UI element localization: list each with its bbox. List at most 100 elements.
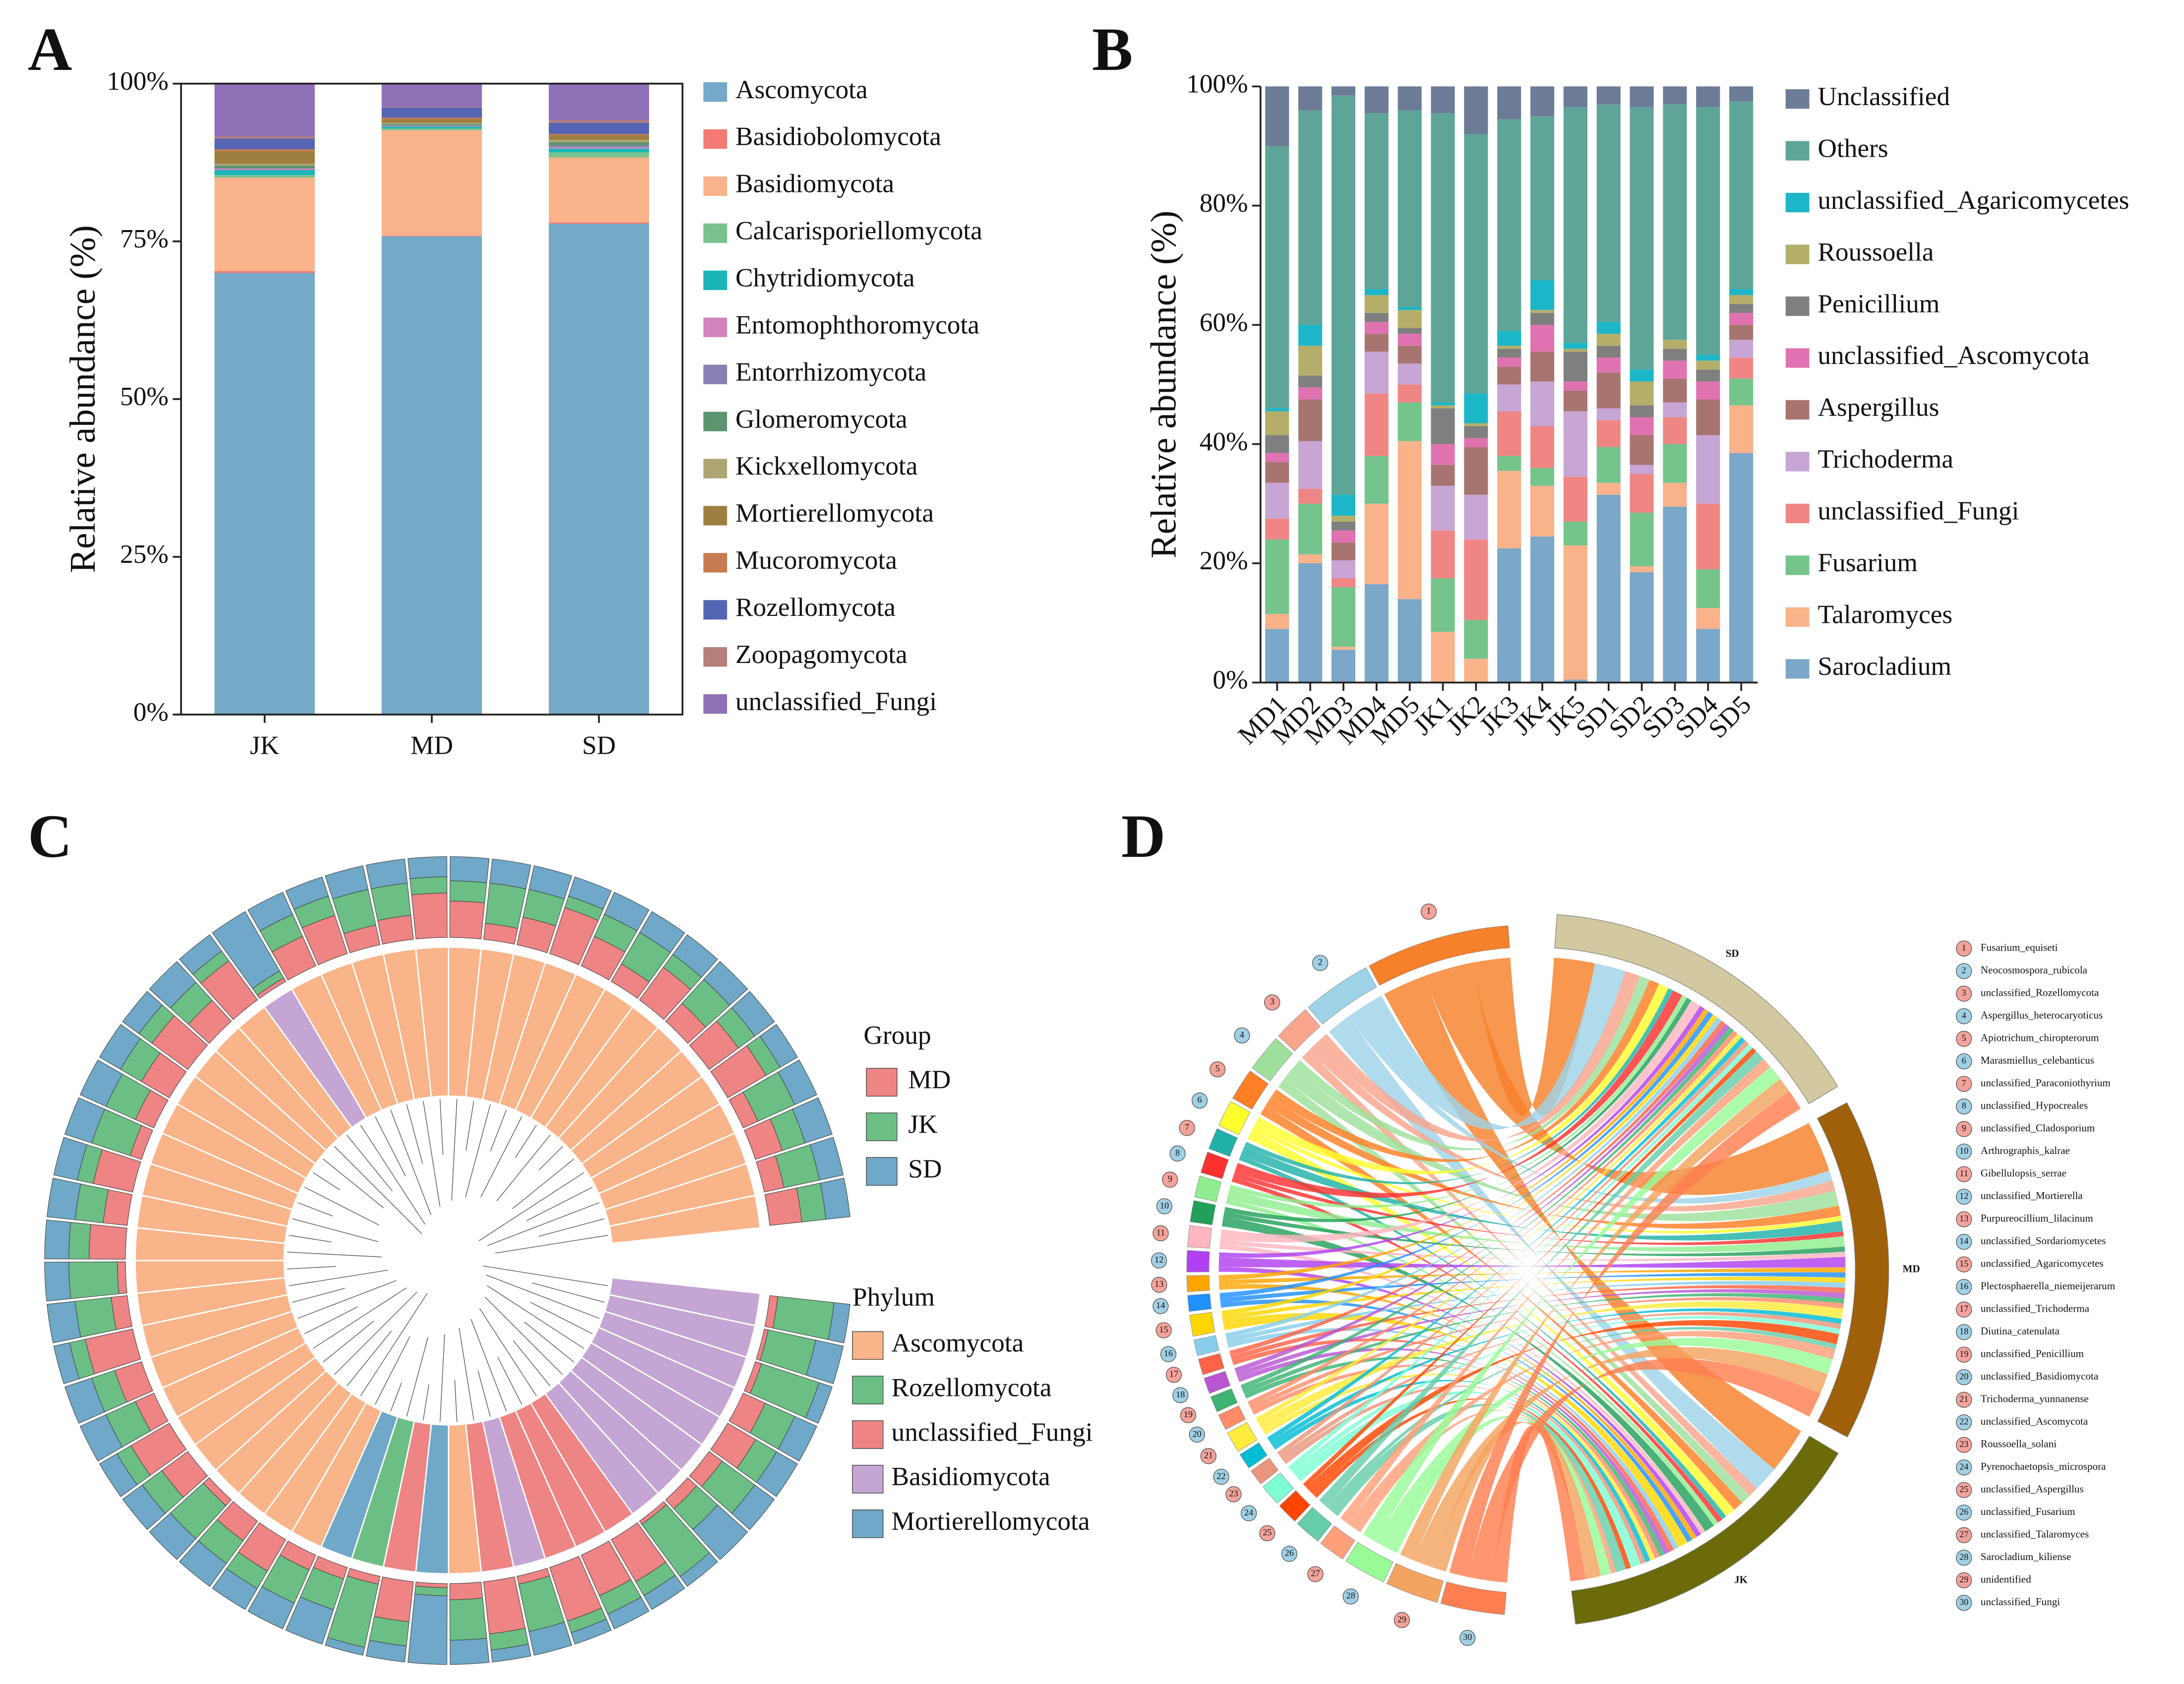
legend-badge: [1956, 940, 1972, 957]
bar-segment: [1630, 572, 1654, 683]
bar-segment: [1663, 378, 1687, 403]
legend-label: Kickxellomycota: [735, 451, 917, 481]
bar-segment: [1364, 352, 1389, 394]
bar-segment: [381, 125, 482, 126]
bar-segment: [1464, 426, 1488, 438]
tree-branch: [297, 1202, 333, 1217]
bar-segment: [214, 169, 315, 170]
bar-segment: [1696, 355, 1720, 361]
species-arc: [1189, 1312, 1215, 1337]
legend-swatch: [1785, 296, 1810, 316]
id-label: 21: [1204, 1450, 1213, 1460]
y-tick-label: 25%: [120, 539, 169, 569]
legend-label: Neocosmospora_rubicola: [1981, 964, 2088, 976]
species-arc: [1263, 1472, 1294, 1504]
legend-swatch: [1785, 244, 1810, 264]
group-bar: [820, 1178, 850, 1220]
bar-segment: [1630, 369, 1654, 382]
bar-segment: [1431, 405, 1455, 409]
bar-segment: [1729, 325, 1754, 340]
bar-segment: [1630, 107, 1654, 370]
legend-label: unclassified_Fungi: [1818, 496, 2019, 526]
id-label: 22: [1216, 1471, 1225, 1481]
bar-segment: [1663, 417, 1687, 444]
y-tick-label: 100%: [1186, 69, 1248, 99]
tree-branch: [495, 1235, 608, 1254]
legend-swatch: [1785, 400, 1810, 420]
legend-label: unclassified_Trichoderma: [1981, 1303, 2090, 1315]
legend-id: 9: [1962, 1123, 1966, 1133]
legend-swatch: [703, 176, 728, 196]
bar-segment: [214, 168, 315, 169]
group-bar: [490, 1643, 532, 1663]
species-arc: [1278, 1009, 1321, 1052]
tree-branch: [304, 1187, 379, 1226]
id-badge: [1394, 1612, 1410, 1628]
bar-segment: [1298, 375, 1323, 388]
id-badge: [1200, 1448, 1216, 1464]
bar-segment: [381, 128, 482, 130]
id-label: 15: [1159, 1324, 1168, 1334]
id-badge: [1234, 1027, 1250, 1044]
legend-id: 1: [1962, 943, 1966, 953]
bar-segment: [1397, 334, 1422, 346]
y-tick-label: 50%: [120, 381, 169, 411]
legend-badge: [1956, 1189, 1972, 1205]
bar-segment: [1331, 95, 1356, 495]
bar-segment: [548, 142, 649, 146]
tree-branch: [496, 1135, 550, 1202]
bar-segment: [1729, 358, 1754, 379]
bar-segment: [1431, 408, 1455, 444]
chord-ribbon: [1348, 1011, 1832, 1204]
bar-segment: [1729, 340, 1754, 358]
bar-segment: [1563, 411, 1587, 477]
group-bar: [449, 1598, 487, 1641]
legend-swatch: [703, 412, 728, 431]
id-badge: [1312, 955, 1329, 971]
bar-segment: [1298, 325, 1323, 346]
legend-label: SD: [908, 1154, 942, 1184]
tree-branch: [390, 1383, 402, 1412]
bar-segment: [1497, 366, 1521, 385]
legend-swatch: [703, 600, 728, 620]
bar-segment: [214, 178, 315, 271]
legend-label: Entorrhizomycota: [735, 357, 926, 386]
bar-segment: [214, 138, 315, 149]
bar-segment: [214, 151, 315, 164]
bar-segment: [1497, 346, 1521, 349]
bar-segment: [214, 149, 315, 151]
species-arc: [1345, 1542, 1394, 1582]
species-arc: [1186, 1250, 1210, 1272]
legend-label: Basidiomycota: [735, 169, 894, 198]
species-arc: [1369, 925, 1510, 986]
legend-id: 5: [1962, 1033, 1966, 1043]
chord-ribbon: [1375, 1337, 1833, 1549]
legend-label: Arthrographis_kalrae: [1981, 1144, 2070, 1156]
group-bar: [607, 1596, 650, 1629]
chord-ribbon: [1303, 1047, 1757, 1488]
tree-branch: [486, 1285, 585, 1349]
group-bar: [449, 880, 487, 903]
bar-segment: [1464, 620, 1488, 659]
tree-branch: [465, 1104, 491, 1198]
bar-segment: [1563, 477, 1587, 522]
legend-label: Sarocladium_kiliense: [1981, 1551, 2071, 1563]
tree-branch: [334, 1146, 423, 1234]
bar-segment: [1298, 563, 1323, 683]
species-arc: [1218, 1101, 1251, 1135]
bar-segment: [1729, 453, 1754, 683]
tree-branch: [480, 1116, 522, 1198]
group-bar: [179, 1540, 227, 1587]
y-tick-label: 0%: [1213, 665, 1248, 695]
id-label: 10: [1160, 1201, 1169, 1210]
legend-label: Basidiomycota: [892, 1461, 1050, 1491]
bar-segment: [214, 273, 315, 715]
bar-segment: [214, 166, 315, 169]
id-label: 6: [1198, 1095, 1202, 1105]
group-bar: [285, 1596, 334, 1645]
bar-segment: [1464, 438, 1488, 447]
id-badge: [1151, 1252, 1167, 1269]
tree-branch: [312, 1172, 340, 1191]
legend-label: Basidiobolomycota: [735, 121, 941, 151]
bar-segment: [1397, 328, 1422, 334]
